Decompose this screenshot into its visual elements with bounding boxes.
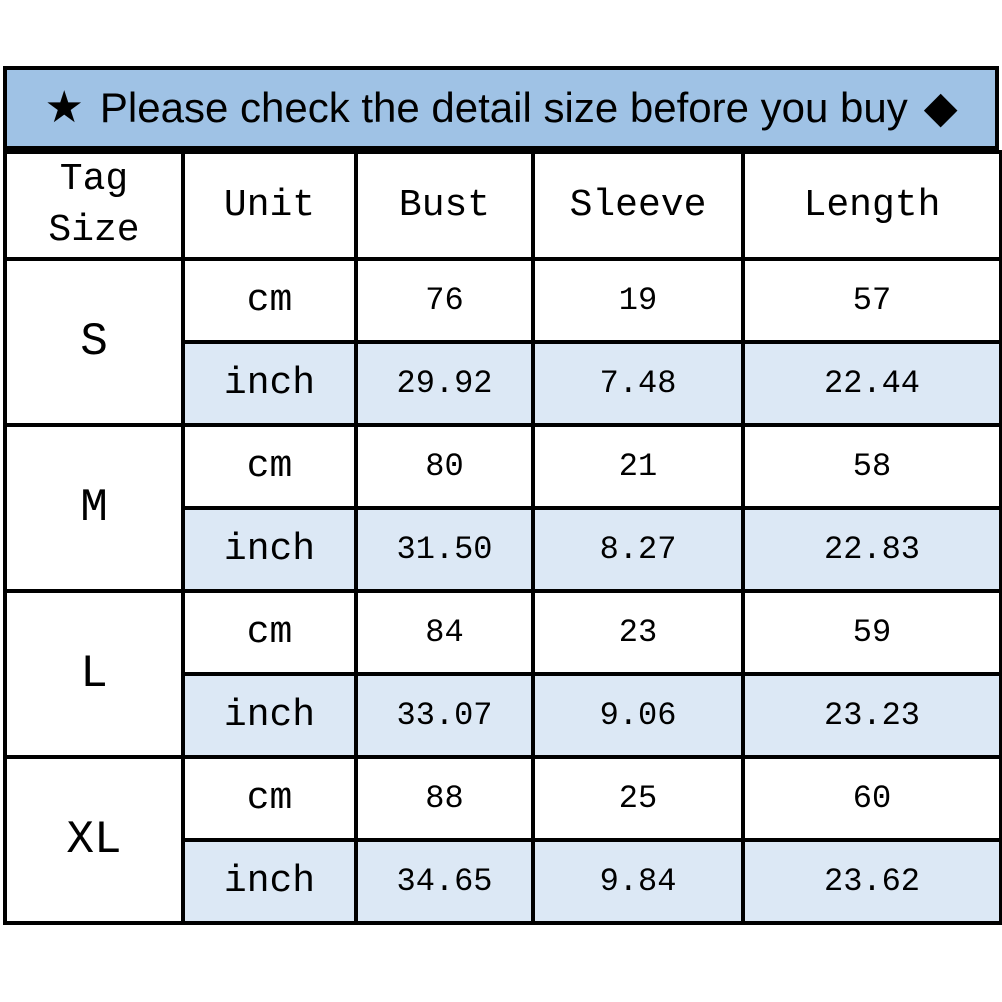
m-length-inch: 22.83 [741, 505, 1002, 593]
m-bust-cm: 80 [354, 422, 535, 510]
xl-length-cm: 60 [741, 754, 1002, 842]
l-length-cm: 59 [741, 588, 1002, 676]
size-label-s: S [3, 256, 185, 427]
table-row-m-inch: inch 31.50 8.27 22.83 [5, 505, 1002, 593]
m-sleeve-inch: 8.27 [531, 505, 745, 593]
unit-cell-inch: inch [181, 505, 358, 593]
col-header-bust: Bust [354, 150, 535, 261]
table-row-l-inch: inch 33.07 9.06 23.23 [5, 671, 1002, 759]
diamond-icon: ◆ [923, 83, 958, 132]
m-sleeve-cm: 21 [531, 422, 745, 510]
col-header-length: Length [741, 150, 1002, 261]
xl-sleeve-inch: 9.84 [531, 837, 745, 925]
size-table: Tag Size Unit Bust Sleeve Length S cm 76… [3, 150, 1002, 925]
l-sleeve-inch: 9.06 [531, 671, 745, 759]
s-length-cm: 57 [741, 256, 1002, 344]
unit-cell-cm: cm [181, 588, 358, 676]
table-row-m-cm: M cm 80 21 58 [3, 422, 1002, 593]
size-label-xl: XL [3, 754, 185, 925]
s-bust-inch: 29.92 [354, 339, 535, 427]
col-header-sleeve: Sleeve [531, 150, 745, 261]
unit-cell-inch: inch [181, 837, 358, 925]
l-bust-inch: 33.07 [354, 671, 535, 759]
size-chart-sheet: ★ Please check the detail size before yo… [3, 66, 1002, 925]
xl-sleeve-cm: 25 [531, 754, 745, 842]
size-label-m: M [3, 422, 185, 593]
s-sleeve-cm: 19 [531, 256, 745, 344]
col-header-tag-size: Tag Size [3, 150, 185, 261]
table-row-s-cm: S cm 76 19 57 [3, 256, 1002, 427]
unit-cell-inch: inch [181, 671, 358, 759]
m-length-cm: 58 [741, 422, 1002, 510]
notice-banner-text: Please check the detail size before you … [99, 84, 908, 131]
unit-cell-inch: inch [181, 339, 358, 427]
notice-banner: ★ Please check the detail size before yo… [3, 66, 999, 150]
l-sleeve-cm: 23 [531, 588, 745, 676]
xl-length-inch: 23.62 [741, 837, 1002, 925]
s-sleeve-inch: 7.48 [531, 339, 745, 427]
table-row-xl-inch: inch 34.65 9.84 23.62 [5, 837, 1002, 925]
unit-cell-cm: cm [181, 256, 358, 344]
l-length-inch: 23.23 [741, 671, 1002, 759]
unit-cell-cm: cm [181, 422, 358, 510]
star-icon: ★ [44, 83, 84, 132]
table-row-xl-cm: XL cm 88 25 60 [3, 754, 1002, 925]
size-label-l: L [3, 588, 185, 759]
table-row-s-inch: inch 29.92 7.48 22.44 [5, 339, 1002, 427]
m-bust-inch: 31.50 [354, 505, 535, 593]
s-length-inch: 22.44 [741, 339, 1002, 427]
col-header-unit: Unit [181, 150, 358, 261]
xl-bust-cm: 88 [354, 754, 535, 842]
xl-bust-inch: 34.65 [354, 837, 535, 925]
s-bust-cm: 76 [354, 256, 535, 344]
table-header-row: Tag Size Unit Bust Sleeve Length [3, 150, 1002, 261]
table-row-l-cm: L cm 84 23 59 [3, 588, 1002, 759]
unit-cell-cm: cm [181, 754, 358, 842]
l-bust-cm: 84 [354, 588, 535, 676]
